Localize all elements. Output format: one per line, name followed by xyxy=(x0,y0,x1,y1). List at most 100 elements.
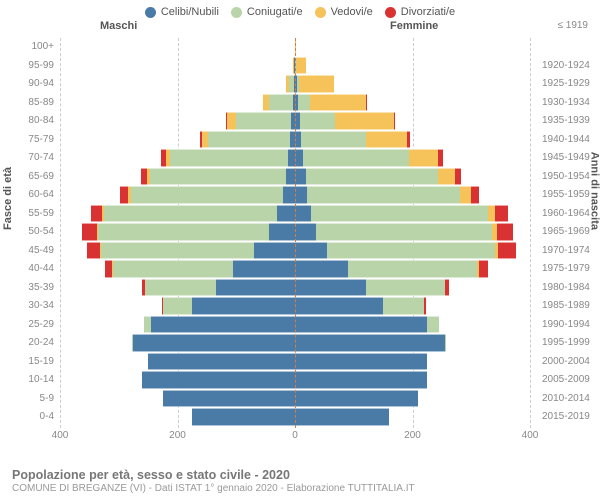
bar-segment xyxy=(286,168,295,186)
female-bar xyxy=(295,75,334,93)
bar-segment xyxy=(120,186,128,204)
footer-title: Popolazione per età, sesso e stato civil… xyxy=(12,468,588,482)
gridline xyxy=(530,38,531,428)
female-bar xyxy=(295,223,513,241)
bar-segment xyxy=(295,279,366,297)
legend-swatch xyxy=(315,7,326,18)
male-bar xyxy=(192,408,295,426)
x-tick: 200 xyxy=(404,430,421,441)
bar-segment xyxy=(151,316,295,334)
bar-segment xyxy=(316,223,492,241)
bar-segment xyxy=(301,131,366,149)
birth-label: 1950-1954 xyxy=(542,172,590,182)
bar-segment xyxy=(303,149,409,167)
birth-label: 1935-1939 xyxy=(542,116,590,126)
bar-segment xyxy=(366,131,407,149)
bar-segment xyxy=(488,205,495,223)
birth-label: 1975-1979 xyxy=(542,264,590,274)
male-bar xyxy=(148,353,295,371)
legend: Celibi/Nubili Coniugati/e Vedovi/e Divorzia… xyxy=(0,0,600,20)
male-bar xyxy=(226,112,295,130)
bar-segment xyxy=(236,112,292,130)
bar-segment xyxy=(295,205,311,223)
bar-segment xyxy=(348,260,477,278)
x-axis: 4002000200400 xyxy=(60,430,530,446)
birth-label: 2015-2019 xyxy=(542,412,590,422)
bar-segment xyxy=(307,186,460,204)
female-bar xyxy=(295,297,426,315)
female-bar xyxy=(295,242,516,260)
age-label: 45-49 xyxy=(28,246,54,256)
bar-segment xyxy=(131,186,284,204)
bar-segment xyxy=(335,112,394,130)
x-tick: 0 xyxy=(292,430,298,441)
male-bar xyxy=(200,131,295,149)
bar-segment xyxy=(113,260,233,278)
male-bar xyxy=(162,297,295,315)
bar-segment xyxy=(295,297,383,315)
bar-segment xyxy=(306,168,438,186)
bar-segment xyxy=(295,149,303,167)
male-bar xyxy=(142,371,295,389)
bar-segment xyxy=(192,297,295,315)
bar-segment xyxy=(254,242,295,260)
bar-segment xyxy=(311,205,487,223)
age-label: 60-64 xyxy=(28,190,54,200)
male-bar xyxy=(163,390,295,408)
male-bar xyxy=(105,260,295,278)
bar-segment xyxy=(170,149,288,167)
bar-segment xyxy=(394,112,396,130)
age-label: 30-34 xyxy=(28,301,54,311)
bar-segment xyxy=(479,260,488,278)
bar-segment xyxy=(295,353,427,371)
female-bar xyxy=(295,408,389,426)
female-bar xyxy=(295,112,395,130)
birth-label: 2000-2004 xyxy=(542,357,590,367)
bar-segment xyxy=(105,260,112,278)
header-first-birth: ≤ 1919 xyxy=(557,20,588,31)
y-axis-left: 100+95-9990-9485-8980-8475-7970-7465-696… xyxy=(0,38,58,428)
bar-segment xyxy=(366,94,367,112)
age-label: 85-89 xyxy=(28,98,54,108)
male-bar xyxy=(263,94,295,112)
age-label: 15-19 xyxy=(28,357,54,367)
legend-item: Divorziati/e xyxy=(385,6,455,18)
legend-label: Vedovi/e xyxy=(331,6,373,18)
female-bar xyxy=(295,205,508,223)
bar-segment xyxy=(460,186,472,204)
age-label: 100+ xyxy=(31,42,54,52)
y-axis-right: 1920-19241925-19291930-19341935-19391940… xyxy=(538,38,600,428)
birth-label: 1925-1929 xyxy=(542,79,590,89)
bar-segment xyxy=(104,205,277,223)
bar-segment xyxy=(299,75,334,93)
bar-segment xyxy=(295,168,306,186)
female-bar xyxy=(295,57,306,75)
bar-segment xyxy=(277,205,295,223)
bar-segment xyxy=(438,168,456,186)
column-headers: Maschi Femmine ≤ 1919 xyxy=(0,20,600,38)
bar-segment xyxy=(296,57,307,75)
footer-subtitle: COMUNE DI BREGANZE (VI) - Dati ISTAT 1° … xyxy=(12,483,588,494)
bar-segment xyxy=(82,223,97,241)
x-tick: 400 xyxy=(522,430,539,441)
bar-segment xyxy=(148,353,295,371)
birth-label: 1940-1944 xyxy=(542,135,590,145)
legend-swatch xyxy=(385,7,396,18)
bar-segment xyxy=(163,390,295,408)
bar-segment xyxy=(269,94,293,112)
bar-segment xyxy=(295,334,445,352)
x-tick: 400 xyxy=(52,430,69,441)
bar-segment xyxy=(295,242,327,260)
header-male: Maschi xyxy=(100,20,137,32)
bar-segment xyxy=(208,131,290,149)
age-label: 65-69 xyxy=(28,172,54,182)
bar-segment xyxy=(298,94,310,112)
bar-segment xyxy=(192,408,295,426)
female-bar xyxy=(295,260,488,278)
legend-item: Celibi/Nubili xyxy=(145,6,219,18)
age-label: 25-29 xyxy=(28,320,54,330)
age-label: 80-84 xyxy=(28,116,54,126)
x-tick: 200 xyxy=(169,430,186,441)
male-bar xyxy=(91,205,295,223)
legend-label: Coniugati/e xyxy=(247,6,303,18)
